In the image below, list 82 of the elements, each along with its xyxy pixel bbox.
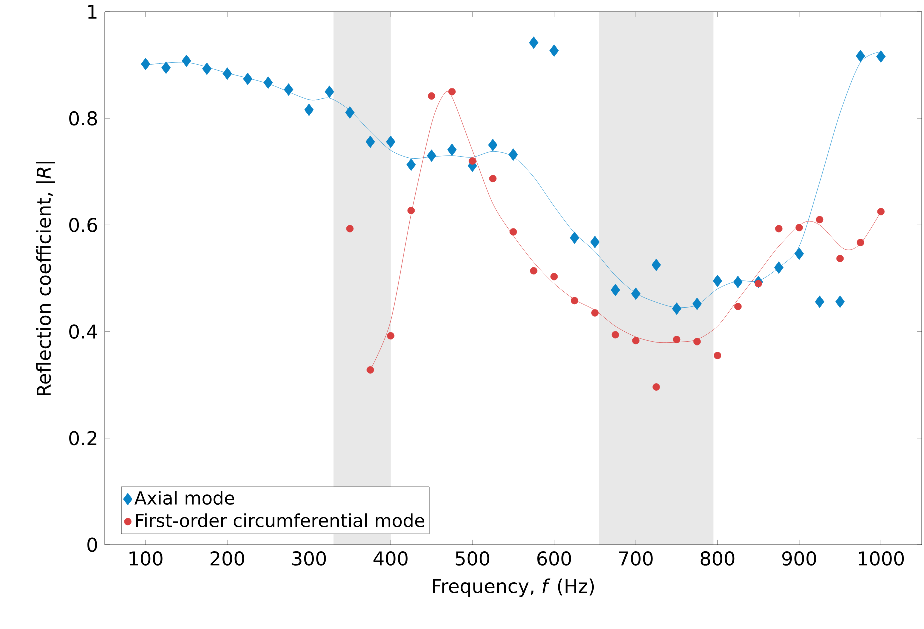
x-tick-label: 100 <box>130 552 163 566</box>
point <box>571 297 578 305</box>
y-tick-label: 0.6 <box>70 218 98 232</box>
x-axis-title: Frequency, f (Hz) <box>433 578 594 598</box>
point <box>448 144 457 156</box>
point <box>346 225 354 233</box>
point <box>387 332 395 340</box>
x-tick-label: 400 <box>374 552 408 566</box>
point <box>857 239 864 246</box>
point <box>408 207 416 214</box>
point <box>428 92 436 100</box>
point <box>652 384 660 391</box>
y-tick-label: 0.8 <box>70 111 98 126</box>
point <box>632 337 640 345</box>
point <box>448 88 456 96</box>
point <box>816 216 824 224</box>
point <box>141 58 151 70</box>
point <box>508 148 518 162</box>
point <box>550 273 558 281</box>
point <box>734 303 742 310</box>
x-tick-label: 900 <box>782 552 816 566</box>
point <box>590 236 600 248</box>
point <box>796 224 804 232</box>
y-tick-label: 0.2 <box>70 431 97 446</box>
y-tick-label: 1 <box>88 5 97 19</box>
x-tick-label: 800 <box>700 552 735 566</box>
x-tick-label: 1000 <box>859 552 904 566</box>
point <box>366 366 374 374</box>
point <box>694 338 702 346</box>
legend-label: Axial mode <box>134 491 234 505</box>
point <box>304 104 314 116</box>
x-tick-label: 200 <box>210 552 244 566</box>
point <box>592 309 599 317</box>
point <box>386 136 396 148</box>
legend-label: First-order circumferential mode <box>136 514 425 528</box>
point <box>345 106 355 119</box>
point <box>631 288 641 300</box>
point <box>794 248 804 260</box>
point <box>202 62 212 76</box>
point <box>714 352 722 360</box>
point <box>672 302 682 316</box>
point <box>427 150 437 162</box>
point <box>836 296 845 308</box>
point <box>324 86 334 98</box>
y-tick-label: 0 <box>88 538 98 552</box>
point <box>529 36 539 50</box>
point <box>733 276 743 288</box>
point <box>468 158 476 165</box>
point <box>876 50 886 63</box>
point <box>673 336 681 344</box>
point <box>570 232 580 244</box>
point <box>264 76 274 90</box>
point <box>754 280 762 288</box>
y-axis-title: Reflection coefficient, |R| <box>36 162 56 396</box>
point <box>856 50 866 62</box>
point <box>877 208 885 216</box>
x-tick-label: 600 <box>538 552 572 566</box>
point <box>775 225 783 233</box>
point <box>284 84 294 96</box>
point <box>488 139 498 152</box>
point <box>550 44 560 58</box>
point <box>692 298 702 310</box>
point <box>162 62 171 74</box>
point <box>489 175 497 183</box>
point <box>836 255 844 262</box>
point <box>182 54 192 68</box>
point <box>243 72 253 86</box>
point <box>774 262 784 274</box>
point <box>610 284 620 296</box>
point <box>510 228 518 236</box>
x-tick-label: 300 <box>292 552 326 566</box>
point <box>530 267 538 275</box>
point <box>612 331 620 339</box>
x-tick-label: 500 <box>456 552 490 566</box>
x-tick-label: 700 <box>619 552 653 566</box>
point <box>222 68 232 80</box>
point <box>713 274 722 288</box>
y-tick-label: 0.4 <box>70 324 98 339</box>
point <box>406 158 416 172</box>
point <box>652 258 662 272</box>
point <box>366 136 376 148</box>
point <box>815 296 825 308</box>
